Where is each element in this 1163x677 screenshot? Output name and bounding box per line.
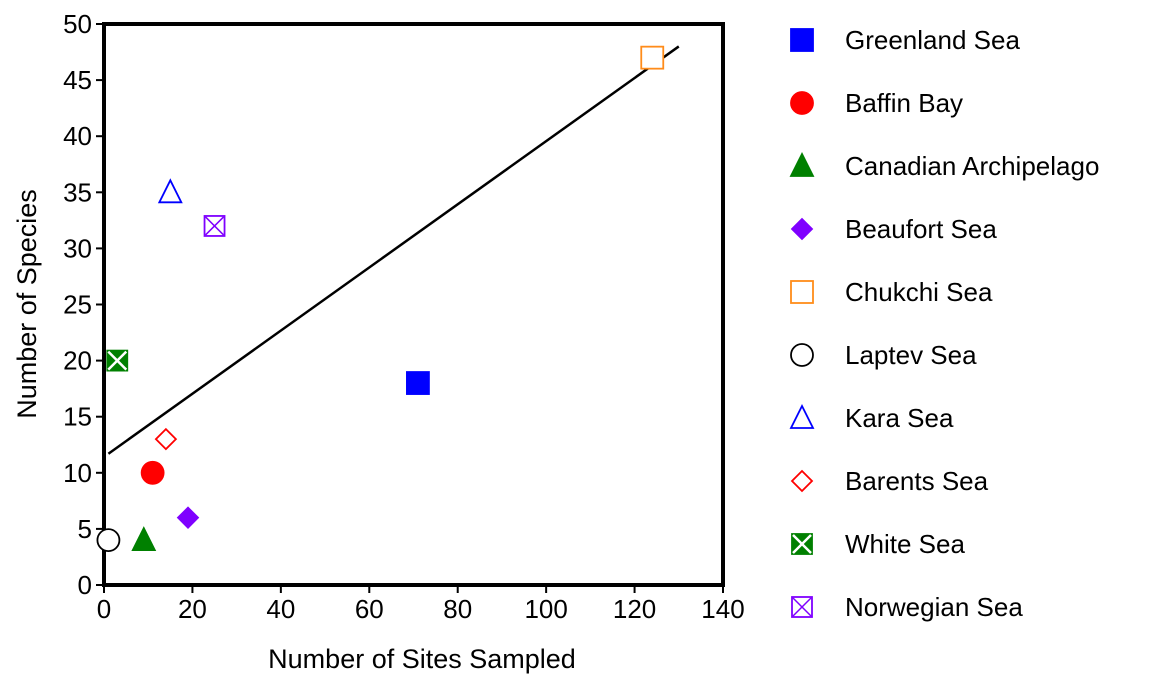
data-point xyxy=(131,526,157,552)
legend-marker xyxy=(790,343,814,367)
legend-marker xyxy=(789,151,815,177)
x-tick-label: 60 xyxy=(355,594,384,624)
y-tick-label: 45 xyxy=(63,65,92,95)
data-point xyxy=(157,178,183,204)
legend-marker xyxy=(791,533,813,555)
x-tick-label: 120 xyxy=(613,594,656,624)
legend-label: Laptev Sea xyxy=(845,340,977,370)
legend-label: Kara Sea xyxy=(845,403,954,433)
legend-marker xyxy=(790,217,814,241)
legend-label: White Sea xyxy=(845,529,965,559)
axis-ticks: 0 20 40 60 80 100 120 140 0 5 10 15 20 25 30 35 40 45 50 xyxy=(63,9,745,624)
x-tick-label: 80 xyxy=(443,594,472,624)
legend-marker xyxy=(789,403,815,429)
legend: Greenland Sea Baffin Bay Canadian Archipel… xyxy=(789,25,1099,622)
y-tick-label: 20 xyxy=(63,346,92,376)
data-point xyxy=(154,427,178,451)
x-axis-title: Number of Sites Sampled xyxy=(268,644,576,674)
y-tick-label: 10 xyxy=(63,458,92,488)
legend-label: Beaufort Sea xyxy=(845,214,997,244)
plot-frame xyxy=(102,22,725,587)
data-point xyxy=(203,215,226,237)
legend-marker xyxy=(790,280,814,304)
data-point xyxy=(96,528,121,553)
y-tick-label: 50 xyxy=(63,9,92,39)
legend-label: Chukchi Sea xyxy=(845,277,993,307)
y-tick-label: 25 xyxy=(63,290,92,320)
y-tick-label: 30 xyxy=(63,233,92,263)
y-tick-label: 15 xyxy=(63,402,92,432)
x-tick-label: 20 xyxy=(178,594,207,624)
data-points xyxy=(96,45,665,553)
trendline-group xyxy=(107,45,680,455)
y-tick-label: 5 xyxy=(78,514,92,544)
x-tick-label: 100 xyxy=(524,594,567,624)
legend-label: Greenland Sea xyxy=(845,25,1020,55)
legend-marker xyxy=(790,469,814,493)
data-point xyxy=(176,506,200,529)
legend-label: Norwegian Sea xyxy=(845,592,1023,622)
y-axis-title: Number of Species xyxy=(12,189,42,419)
legend-marker xyxy=(790,91,814,115)
trendline xyxy=(107,45,680,455)
legend-marker xyxy=(790,28,814,52)
legend-label: Canadian Archipelago xyxy=(845,151,1099,181)
y-tick-label: 40 xyxy=(63,121,92,151)
x-tick-label: 0 xyxy=(97,594,111,624)
data-point xyxy=(640,45,665,70)
legend-label: Barents Sea xyxy=(845,466,989,496)
x-tick-label: 40 xyxy=(266,594,295,624)
data-point xyxy=(406,371,430,395)
legend-marker xyxy=(791,596,813,618)
x-tick-label: 140 xyxy=(701,594,744,624)
y-tick-label: 0 xyxy=(78,570,92,600)
data-point xyxy=(140,460,165,485)
legend-label: Baffin Bay xyxy=(845,88,963,118)
y-tick-label: 35 xyxy=(63,177,92,207)
data-point xyxy=(106,349,129,372)
